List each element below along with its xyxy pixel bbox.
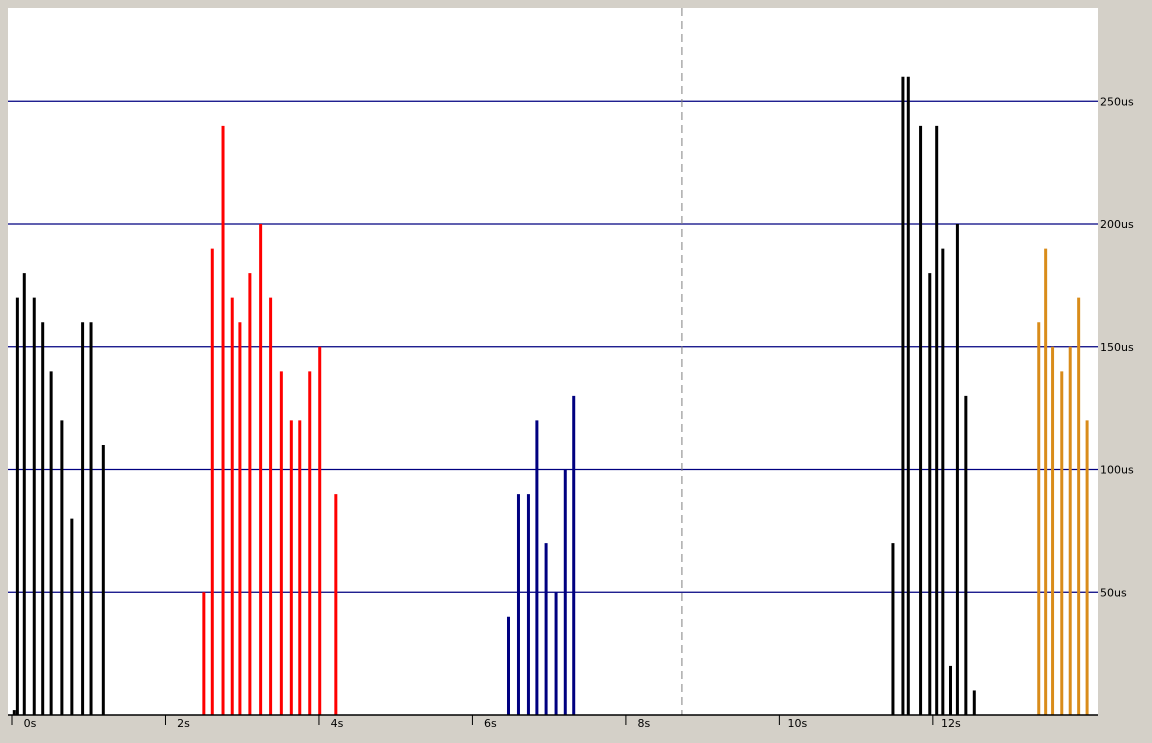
grid-lines bbox=[8, 100, 1098, 593]
x-tick-label: 12s bbox=[941, 717, 961, 730]
x-tick-label: 0s bbox=[24, 717, 37, 730]
x-axis: 0s 2s 4s 6s 8s 10s 12s bbox=[8, 714, 1098, 730]
bars bbox=[12, 76, 1089, 715]
x-tick-label: 10s bbox=[788, 717, 808, 730]
y-tick-label: 250us bbox=[1100, 95, 1134, 108]
x-tick-label: 4s bbox=[331, 717, 344, 730]
y-tick-label: 100us bbox=[1100, 464, 1134, 477]
x-tick-label: 2s bbox=[177, 717, 190, 730]
y-tick-label: 50us bbox=[1100, 586, 1127, 599]
y-tick-label: 150us bbox=[1100, 341, 1134, 354]
x-tick-label: 6s bbox=[484, 717, 497, 730]
plot-area[interactable] bbox=[8, 8, 1098, 715]
y-tick-label: 200us bbox=[1100, 218, 1134, 231]
x-tick-label: 8s bbox=[638, 717, 651, 730]
y-axis-labels: 50us 100us 150us 200us 250us bbox=[1100, 95, 1134, 599]
